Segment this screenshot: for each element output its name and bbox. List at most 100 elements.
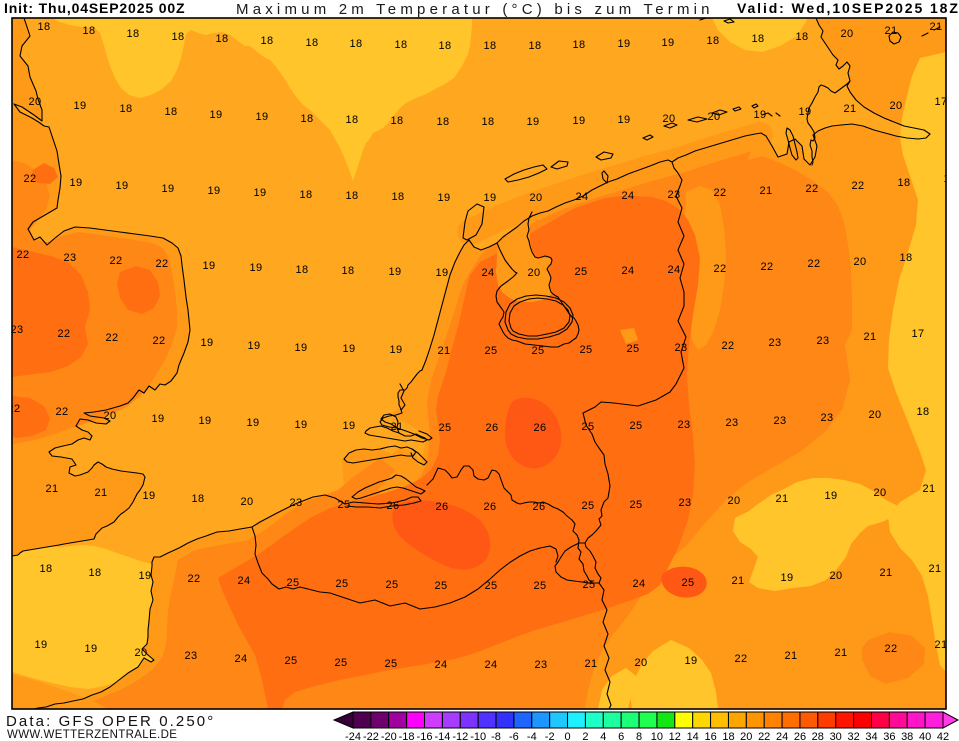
svg-text:-10: -10 bbox=[470, 731, 486, 741]
svg-text:10: 10 bbox=[651, 731, 663, 741]
svg-text:21: 21 bbox=[863, 331, 876, 343]
svg-text:23: 23 bbox=[289, 497, 302, 509]
svg-text:-14: -14 bbox=[434, 731, 450, 741]
svg-text:24: 24 bbox=[237, 575, 250, 587]
svg-text:19: 19 bbox=[824, 490, 837, 502]
svg-text:22: 22 bbox=[155, 258, 168, 270]
svg-text:21: 21 bbox=[843, 103, 856, 115]
svg-text:18: 18 bbox=[722, 731, 734, 741]
svg-text:23: 23 bbox=[816, 335, 829, 347]
svg-text:Valid: Wed,10SEP2025 18Z: Valid: Wed,10SEP2025 18Z bbox=[737, 0, 959, 16]
svg-text:19: 19 bbox=[142, 490, 155, 502]
svg-text:8: 8 bbox=[636, 731, 642, 741]
svg-text:19: 19 bbox=[84, 643, 97, 655]
svg-text:23: 23 bbox=[820, 412, 833, 424]
svg-text:40: 40 bbox=[919, 731, 931, 741]
svg-text:18: 18 bbox=[483, 40, 496, 52]
svg-text:23: 23 bbox=[534, 659, 547, 671]
svg-text:20: 20 bbox=[240, 496, 253, 508]
svg-text:20: 20 bbox=[103, 410, 116, 422]
svg-text:Data: GFS OPER 0.250°: Data: GFS OPER 0.250° bbox=[6, 713, 215, 730]
svg-text:25: 25 bbox=[385, 579, 398, 591]
svg-text:Init: Thu,04SEP2025 00Z: Init: Thu,04SEP2025 00Z bbox=[4, 0, 185, 16]
svg-text:24: 24 bbox=[434, 659, 447, 671]
svg-text:22: 22 bbox=[805, 183, 818, 195]
svg-text:18: 18 bbox=[916, 406, 929, 418]
svg-text:24: 24 bbox=[481, 267, 494, 279]
svg-text:22: 22 bbox=[758, 731, 770, 741]
svg-text:23: 23 bbox=[63, 252, 76, 264]
svg-text:18: 18 bbox=[119, 103, 132, 115]
svg-text:19: 19 bbox=[69, 177, 82, 189]
svg-text:38: 38 bbox=[901, 731, 913, 741]
svg-text:18: 18 bbox=[706, 35, 719, 47]
svg-text:18: 18 bbox=[295, 264, 308, 276]
svg-text:12: 12 bbox=[669, 731, 681, 741]
svg-text:17: 17 bbox=[934, 96, 947, 108]
svg-text:21: 21 bbox=[884, 25, 897, 37]
svg-text:20: 20 bbox=[134, 647, 147, 659]
svg-text:25: 25 bbox=[337, 499, 350, 511]
svg-text:25: 25 bbox=[384, 658, 397, 670]
svg-text:19: 19 bbox=[253, 187, 266, 199]
svg-text:23: 23 bbox=[667, 189, 680, 201]
svg-text:-16: -16 bbox=[417, 731, 433, 741]
svg-text:25: 25 bbox=[681, 577, 694, 589]
svg-text:19: 19 bbox=[255, 111, 268, 123]
svg-text:19: 19 bbox=[200, 337, 213, 349]
svg-text:20: 20 bbox=[868, 409, 881, 421]
svg-text:19: 19 bbox=[161, 183, 174, 195]
svg-text:19: 19 bbox=[294, 342, 307, 354]
svg-text:-20: -20 bbox=[381, 731, 397, 741]
svg-text:19: 19 bbox=[249, 262, 262, 274]
svg-text:23: 23 bbox=[184, 650, 197, 662]
svg-text:20: 20 bbox=[634, 657, 647, 669]
svg-text:24: 24 bbox=[632, 578, 645, 590]
svg-text:20: 20 bbox=[707, 111, 720, 123]
svg-text:25: 25 bbox=[581, 500, 594, 512]
svg-text:20: 20 bbox=[529, 192, 542, 204]
svg-text:22: 22 bbox=[16, 249, 29, 261]
svg-text:18: 18 bbox=[299, 189, 312, 201]
svg-text:-6: -6 bbox=[509, 731, 519, 741]
svg-text:0: 0 bbox=[564, 731, 570, 741]
svg-text:25: 25 bbox=[484, 580, 497, 592]
svg-text:Maximum 2m Temperatur (°C) bis: Maximum 2m Temperatur (°C) bis zum Termi… bbox=[236, 1, 714, 18]
svg-text:18: 18 bbox=[897, 177, 910, 189]
svg-text:22: 22 bbox=[713, 187, 726, 199]
svg-text:19: 19 bbox=[34, 639, 47, 651]
svg-text:-24: -24 bbox=[345, 731, 361, 741]
svg-text:18: 18 bbox=[300, 113, 313, 125]
svg-text:21: 21 bbox=[94, 487, 107, 499]
svg-text:22: 22 bbox=[851, 180, 864, 192]
svg-text:19: 19 bbox=[389, 344, 402, 356]
svg-text:19: 19 bbox=[753, 109, 766, 121]
svg-text:25: 25 bbox=[284, 655, 297, 667]
svg-text:14: 14 bbox=[687, 731, 699, 741]
svg-text:23: 23 bbox=[674, 342, 687, 354]
svg-text:18: 18 bbox=[438, 40, 451, 52]
svg-text:32: 32 bbox=[847, 731, 859, 741]
svg-text:25: 25 bbox=[484, 345, 497, 357]
svg-text:19: 19 bbox=[435, 267, 448, 279]
svg-text:19: 19 bbox=[207, 185, 220, 197]
svg-text:20: 20 bbox=[840, 28, 853, 40]
svg-text:21: 21 bbox=[834, 647, 847, 659]
svg-text:22: 22 bbox=[721, 340, 734, 352]
svg-text:2: 2 bbox=[582, 731, 588, 741]
svg-text:22: 22 bbox=[7, 403, 20, 415]
svg-text:28: 28 bbox=[812, 731, 824, 741]
svg-text:17: 17 bbox=[943, 173, 956, 185]
svg-text:19: 19 bbox=[617, 114, 630, 126]
svg-text:18: 18 bbox=[82, 25, 95, 37]
svg-text:19: 19 bbox=[246, 417, 259, 429]
svg-text:21: 21 bbox=[437, 345, 450, 357]
svg-text:18: 18 bbox=[171, 31, 184, 43]
svg-text:34: 34 bbox=[865, 731, 877, 741]
svg-text:19: 19 bbox=[294, 419, 307, 431]
svg-text:19: 19 bbox=[202, 260, 215, 272]
svg-text:22: 22 bbox=[884, 643, 897, 655]
svg-text:25: 25 bbox=[531, 345, 544, 357]
svg-text:20: 20 bbox=[28, 96, 41, 108]
svg-text:-22: -22 bbox=[363, 731, 379, 741]
